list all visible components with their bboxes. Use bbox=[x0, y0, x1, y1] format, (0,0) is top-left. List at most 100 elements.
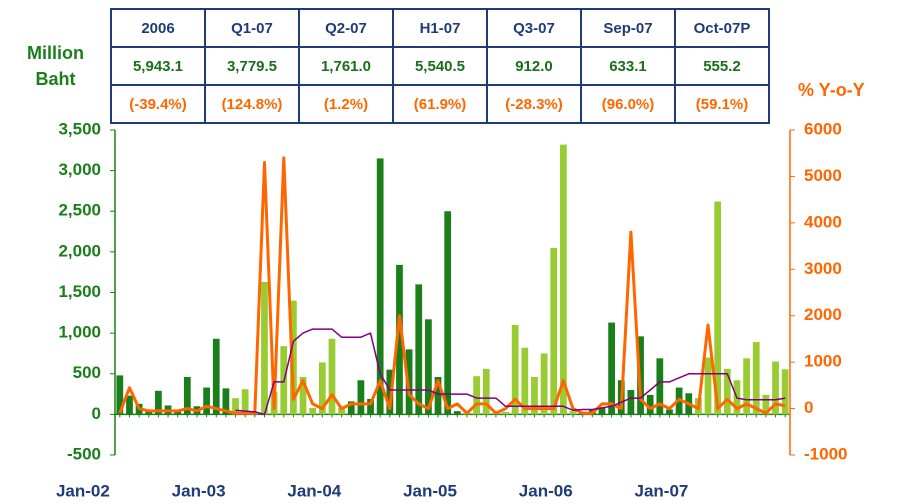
bar bbox=[126, 395, 133, 415]
y-axis-title: Million Baht bbox=[27, 43, 84, 89]
bar bbox=[598, 407, 606, 415]
table-cell: (124.8%) bbox=[204, 84, 300, 124]
table-cell: 633.1 bbox=[580, 46, 676, 86]
y2-tick-label: 6000 bbox=[804, 119, 842, 138]
summary-table: 2006 Q1-07 Q2-07 H1-07 Q3-07 Sep-07 Oct-07P 5,9… bbox=[110, 8, 770, 124]
bar bbox=[299, 377, 307, 415]
y-tick-label: -500 bbox=[67, 444, 101, 463]
bar bbox=[473, 376, 480, 415]
bar bbox=[376, 158, 384, 415]
y2-tick-label: 2000 bbox=[804, 305, 842, 324]
x-tick-label: Jan-07 bbox=[635, 481, 689, 500]
bar bbox=[444, 211, 452, 415]
table-cell: (-39.4%) bbox=[110, 84, 206, 124]
bar bbox=[203, 387, 210, 415]
bar bbox=[367, 398, 374, 415]
bar bbox=[425, 319, 432, 415]
bar bbox=[405, 349, 413, 415]
bar bbox=[531, 377, 538, 415]
y-tick-label: 1,000 bbox=[58, 323, 101, 342]
bar bbox=[608, 322, 615, 415]
bar bbox=[723, 368, 731, 415]
bar bbox=[646, 394, 654, 415]
y-tick-label: 500 bbox=[73, 363, 101, 382]
bar bbox=[453, 411, 461, 415]
x-tick-label: Jan-02 bbox=[56, 481, 110, 500]
y-tick-label: 2,500 bbox=[58, 201, 101, 220]
table-cell: Oct-07P bbox=[674, 8, 770, 48]
bar bbox=[183, 377, 191, 415]
y2-tick-label: 4000 bbox=[804, 212, 842, 231]
table-cell: (-28.3%) bbox=[486, 84, 582, 124]
table-cell: 555.2 bbox=[674, 46, 770, 86]
bar bbox=[714, 201, 722, 415]
y2-tick-label: 1000 bbox=[804, 352, 842, 371]
y2-axis-title: % Y-o-Y bbox=[798, 80, 865, 100]
bar bbox=[222, 388, 230, 415]
table-cell: 912.0 bbox=[486, 46, 582, 86]
bar bbox=[338, 407, 345, 415]
bar bbox=[434, 377, 442, 415]
bar bbox=[396, 264, 403, 415]
y-tick-label: 0 bbox=[92, 404, 101, 423]
line bbox=[118, 156, 786, 415]
bar bbox=[752, 342, 760, 415]
table-cell: (59.1%) bbox=[674, 84, 770, 124]
y2-tick-label: -1000 bbox=[804, 444, 847, 463]
bar bbox=[560, 144, 567, 415]
bar bbox=[502, 411, 509, 415]
table-cell: 3,779.5 bbox=[204, 46, 300, 86]
bar bbox=[309, 407, 317, 415]
table-cell: Q1-07 bbox=[204, 8, 300, 48]
bar bbox=[656, 358, 664, 415]
bar bbox=[357, 380, 365, 415]
table-cell: (61.9%) bbox=[392, 84, 488, 124]
bar bbox=[743, 358, 750, 415]
bar bbox=[318, 362, 326, 415]
table-cell: Q3-07 bbox=[486, 8, 582, 48]
bar bbox=[347, 401, 355, 415]
table-cell: Q2-07 bbox=[298, 8, 394, 48]
table-cell: 5,540.5 bbox=[392, 46, 488, 86]
bar bbox=[704, 357, 712, 415]
bar bbox=[116, 375, 124, 415]
table-cell: (1.2%) bbox=[298, 84, 394, 124]
bar bbox=[569, 411, 577, 415]
y-tick-label: 3,500 bbox=[58, 119, 101, 138]
bar bbox=[762, 394, 770, 415]
bar bbox=[550, 247, 558, 415]
bar bbox=[521, 347, 529, 415]
bar bbox=[511, 325, 519, 415]
bar bbox=[386, 369, 394, 415]
x-tick-label: Jan-03 bbox=[172, 481, 226, 500]
table-row: 5,943.1 3,779.5 1,761.0 5,540.5 912.0 633.1 55… bbox=[110, 46, 770, 86]
bar bbox=[666, 409, 673, 415]
x-tick-label: Jan-05 bbox=[403, 481, 457, 500]
bar bbox=[232, 398, 239, 415]
bar bbox=[290, 300, 297, 415]
bar bbox=[540, 353, 548, 415]
y2-tick-label: 0 bbox=[804, 398, 813, 417]
bar bbox=[328, 338, 336, 415]
table-cell: H1-07 bbox=[392, 8, 488, 48]
x-tick-label: Jan-06 bbox=[519, 481, 573, 500]
table-row: (-39.4%) (124.8%) (1.2%) (61.9%) (-28.3%) (96… bbox=[110, 84, 770, 124]
x-tick-label: Jan-04 bbox=[287, 481, 341, 500]
bar bbox=[155, 390, 162, 415]
line bbox=[235, 328, 786, 416]
table-cell: 5,943.1 bbox=[110, 46, 206, 86]
bar bbox=[482, 368, 490, 415]
table-cell: (96.0%) bbox=[580, 84, 676, 124]
table-cell: Sep-07 bbox=[580, 8, 676, 48]
table-cell: 2006 bbox=[110, 8, 206, 48]
bar bbox=[415, 284, 423, 415]
bar bbox=[212, 338, 220, 415]
y2-tick-label: 5000 bbox=[804, 166, 842, 185]
bar bbox=[627, 390, 635, 415]
bar bbox=[261, 281, 268, 415]
y-tick-label: 3,000 bbox=[58, 160, 101, 179]
bar bbox=[241, 389, 249, 415]
bar bbox=[174, 411, 182, 415]
